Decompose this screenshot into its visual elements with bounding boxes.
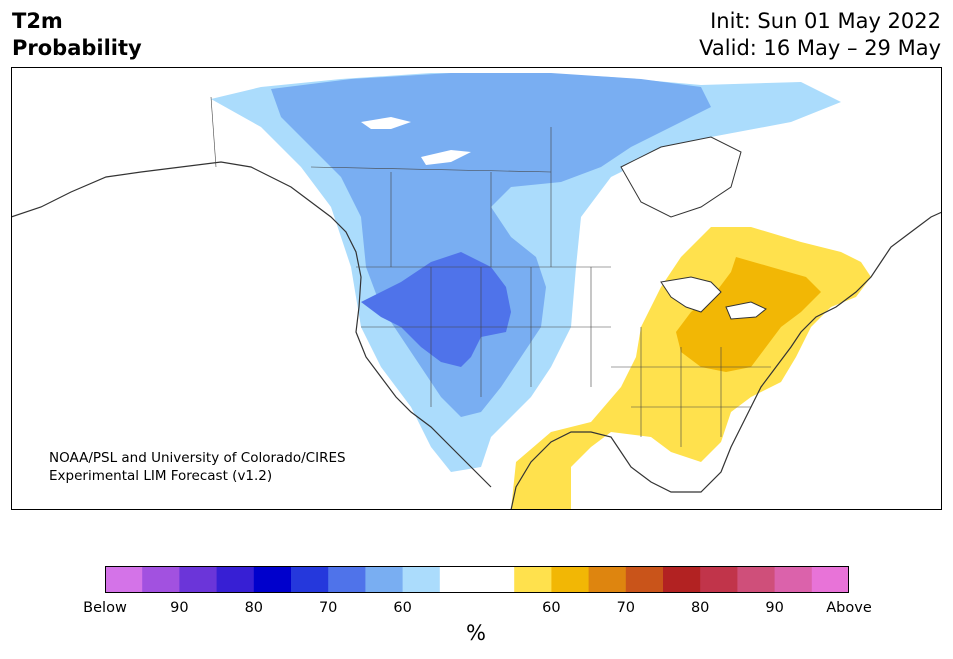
colorbar-swatch bbox=[328, 566, 366, 593]
arctic-lake-1 bbox=[361, 117, 411, 129]
colorbar-tick-label: 80 bbox=[244, 600, 264, 616]
colorbar-swatch bbox=[179, 566, 218, 593]
colorbar-frame bbox=[105, 566, 849, 593]
hudson-bay bbox=[620, 136, 742, 218]
colorbar-swatch bbox=[551, 566, 590, 593]
coastline bbox=[11, 161, 942, 510]
colorbar-swatch bbox=[700, 566, 738, 593]
colorbar-swatch bbox=[439, 566, 478, 593]
valid-range: Valid: 16 May – 29 May bbox=[699, 36, 941, 60]
colorbar-tick-label: 60 bbox=[393, 600, 412, 616]
colorbar-swatch bbox=[105, 566, 143, 593]
init-date: Init: Sun 01 May 2022 bbox=[710, 9, 941, 33]
colorbar-tick-label: 90 bbox=[765, 600, 784, 616]
probability-map bbox=[11, 67, 942, 510]
colorbar-swatch bbox=[625, 566, 664, 593]
colorbar-swatch bbox=[142, 566, 180, 593]
arctic-lake-2 bbox=[421, 150, 471, 165]
colorbar bbox=[105, 566, 849, 593]
colorbar-swatch bbox=[365, 566, 404, 593]
colorbar-tick-label: 70 bbox=[318, 600, 338, 616]
colorbar-swatch bbox=[291, 566, 329, 593]
title-line-1: T2m bbox=[12, 9, 63, 33]
map-title: T2m Probability bbox=[12, 8, 142, 62]
credit-text: NOAA/PSL and University of Colorado/CIRE… bbox=[49, 449, 346, 485]
colorbar-swatch bbox=[514, 566, 552, 593]
colorbar-swatch bbox=[811, 566, 849, 593]
colorbar-tick-label: Below bbox=[83, 600, 127, 616]
colorbar-swatch bbox=[737, 566, 776, 593]
colorbar-swatch bbox=[774, 566, 813, 593]
colorbar-swatch bbox=[477, 566, 515, 593]
colorbar-swatch bbox=[663, 566, 701, 593]
colorbar-unit: % bbox=[466, 621, 486, 645]
colorbar-swatch bbox=[216, 566, 255, 593]
date-header: Init: Sun 01 May 2022 Valid: 16 May – 29… bbox=[699, 8, 941, 62]
title-line-2: Probability bbox=[12, 36, 142, 60]
below-70-region bbox=[361, 252, 511, 367]
colorbar-tick-label: 70 bbox=[616, 600, 636, 616]
credit-line-1: NOAA/PSL and University of Colorado/CIRE… bbox=[49, 450, 346, 466]
colorbar-swatch bbox=[253, 566, 292, 593]
colorbar-tick-label: 80 bbox=[690, 600, 710, 616]
map-frame bbox=[11, 67, 942, 510]
colorbar-tick-label: Above bbox=[826, 600, 872, 616]
great-lakes bbox=[660, 276, 767, 320]
colorbar-tick-labels: Below 90 80 70 60 60 70 80 90 Above bbox=[0, 600, 953, 620]
colorbar-swatch bbox=[402, 566, 441, 593]
state-province-borders bbox=[210, 96, 771, 447]
credit-line-2: Experimental LIM Forecast (v1.2) bbox=[49, 468, 273, 484]
colorbar-swatch bbox=[588, 566, 627, 593]
colorbar-tick-label: 90 bbox=[170, 600, 189, 616]
colorbar-tick-label: 60 bbox=[542, 600, 561, 616]
